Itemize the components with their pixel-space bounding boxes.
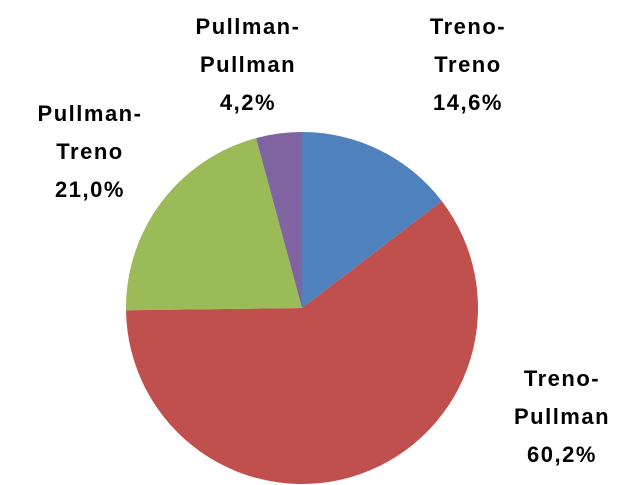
category-label: Pullman-Pullman: [195, 14, 301, 77]
slice-label: Treno-Pullman 60,2%: [514, 360, 610, 474]
value-label: 60,2%: [527, 442, 597, 467]
value-label: 14,6%: [433, 90, 503, 115]
pie-slice: [126, 138, 302, 311]
value-label: 21,0%: [55, 177, 125, 202]
pie-slice: [256, 132, 302, 308]
slice-label: Treno-Treno 14,6%: [430, 8, 506, 122]
pie-slice: [302, 132, 442, 308]
pie-slice: [126, 201, 478, 485]
slice-label: Pullman-Treno 21,0%: [38, 95, 143, 209]
category-label: Treno-Treno: [429, 14, 507, 77]
category-label: Pullman-Treno: [37, 101, 143, 164]
category-label: Treno-Pullman: [513, 366, 611, 429]
value-label: 4,2%: [219, 90, 277, 115]
slice-label: Pullman-Pullman 4,2%: [196, 8, 301, 122]
